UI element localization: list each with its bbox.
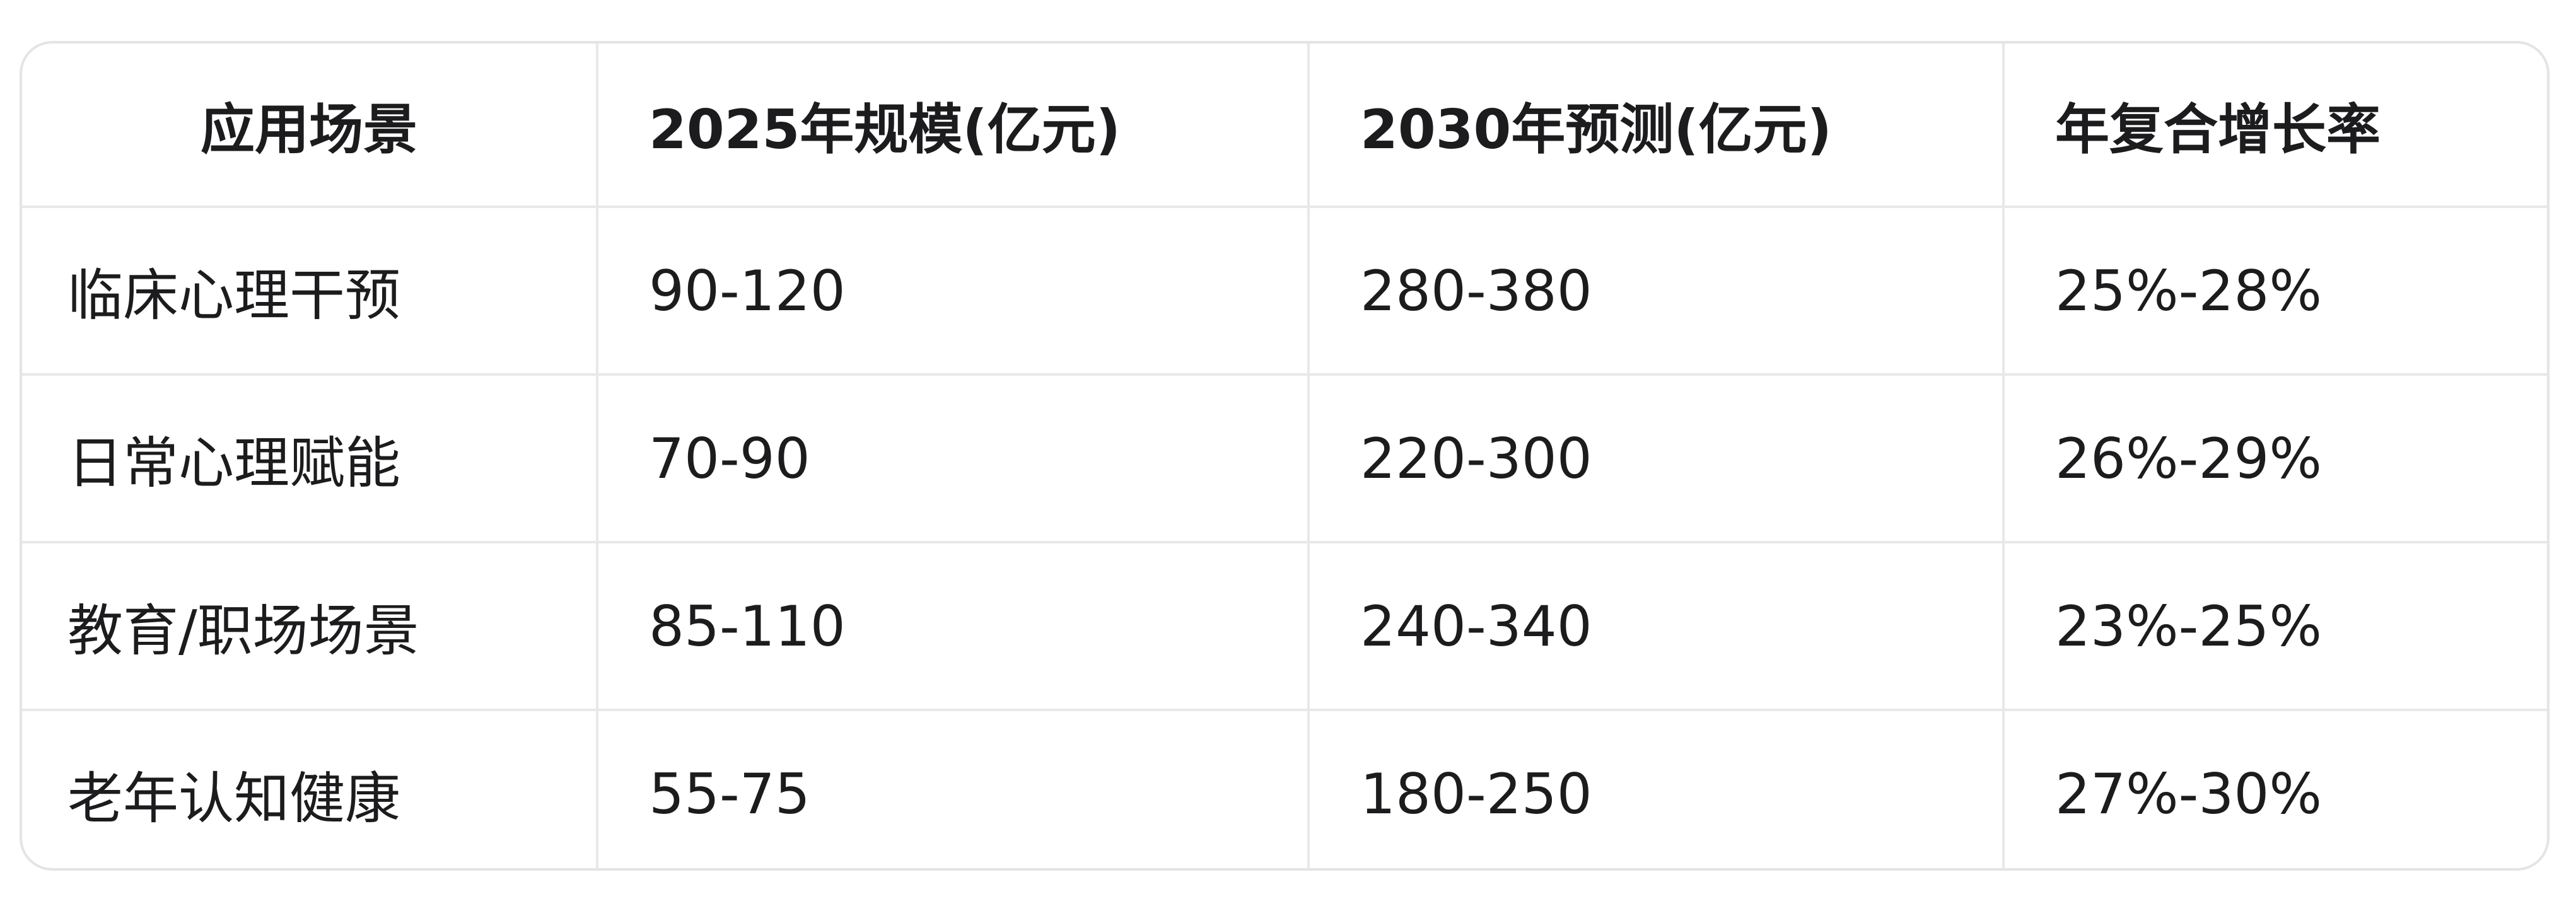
table-row: 教育/职场场景 85-110 240-340 23%-25% <box>22 542 2547 711</box>
header-cagr: 年复合增长率 <box>2003 44 2547 208</box>
table-row: 老年认知健康 55-75 180-250 27%-30% <box>22 710 2547 868</box>
cell-2025-size: 55-75 <box>597 710 1310 868</box>
cell-2030-forecast: 240-340 <box>1308 542 2005 711</box>
header-2025-size: 2025年规模(亿元) <box>597 44 1310 208</box>
cell-2025-size: 90-120 <box>597 207 1310 376</box>
cell-2025-size: 70-90 <box>597 374 1310 543</box>
cell-scenario: 临床心理干预 <box>22 207 598 376</box>
cell-cagr: 27%-30% <box>2055 761 2322 827</box>
cell-scenario: 教育/职场场景 <box>22 542 598 711</box>
cell-cagr: 25%-28% <box>2003 207 2547 376</box>
table-row: 日常心理赋能 70-90 220-300 26%-29% <box>22 374 2547 543</box>
header-scenario: 应用场景 <box>22 44 598 208</box>
cell-scenario: 老年认知健康 <box>22 710 598 868</box>
cell-2030-forecast: 180-250 <box>1308 710 2005 868</box>
cell-2025-size: 85-110 <box>597 542 1310 711</box>
cell-2030-forecast: 280-380 <box>1308 207 2005 376</box>
header-2030-forecast: 2030年预测(亿元) <box>1308 44 2005 208</box>
table-header-row: 应用场景 2025年规模(亿元) 2030年预测(亿元) 年复合增长率 <box>22 44 2547 208</box>
market-table: 应用场景 2025年规模(亿元) 2030年预测(亿元) 年复合增长率 临床心理… <box>22 44 2547 868</box>
market-table-container: 应用场景 2025年规模(亿元) 2030年预测(亿元) 年复合增长率 临床心理… <box>20 41 2550 871</box>
table-row: 临床心理干预 90-120 280-380 25%-28% <box>22 207 2547 376</box>
cell-2030-forecast: 220-300 <box>1308 374 2005 543</box>
cell-cagr: 23%-25% <box>2003 542 2547 711</box>
cell-scenario: 日常心理赋能 <box>22 374 598 543</box>
cell-cagr: 26%-29% <box>2003 374 2547 543</box>
